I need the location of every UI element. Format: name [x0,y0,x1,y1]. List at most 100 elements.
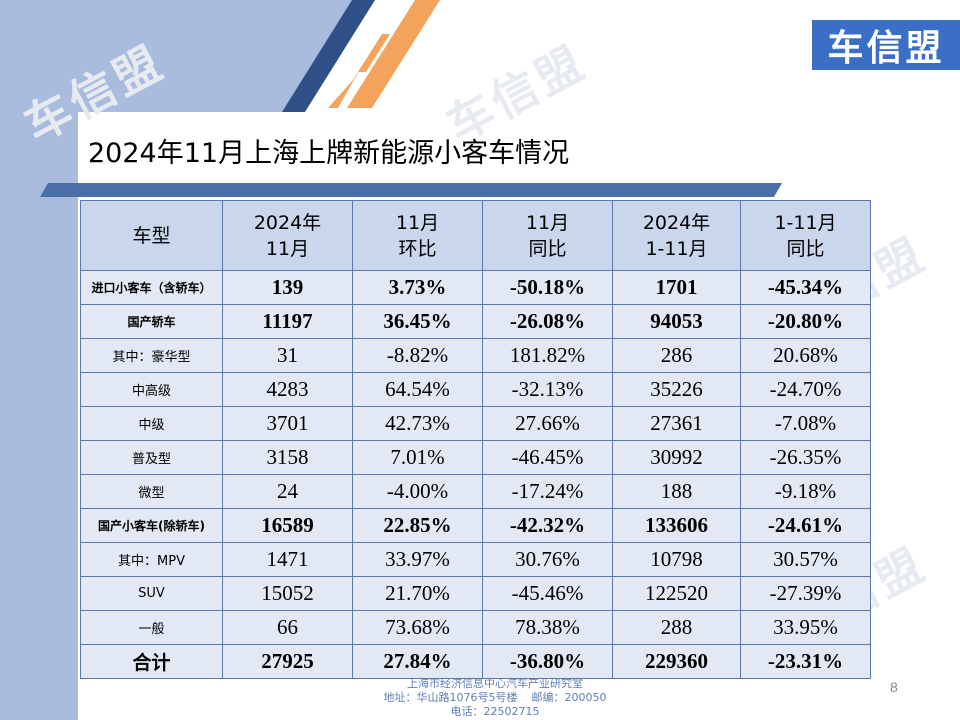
table-row: 国产轿车 11197 36.45% -26.08% 94053 -20.80% [80,304,871,339]
table-cell: 24 [222,474,353,509]
table-cell: 4283 [222,372,353,407]
row-label: 国产轿车 [80,304,223,339]
table-cell: 10798 [612,542,741,577]
table-cell: -24.61% [740,508,871,543]
table-row: 合计 27925 27.84% -36.80% 229360 -23.31% [80,644,871,679]
column-header-line: 车型 [132,224,171,247]
table-cell: 288 [612,610,741,645]
column-header-line: 11月 [265,237,310,260]
footer-org: 上海市经济信息中心汽车产业研究室 [407,677,583,690]
footer-phone: 电话：22502715 [450,705,540,718]
table-cell: 73.68% [352,610,483,645]
table-cell: -9.18% [740,474,871,509]
table-cell: 30.76% [482,542,613,577]
table-cell: 27.66% [482,406,613,441]
table-cell: 15052 [222,576,353,611]
column-header: 1-11月同比 [740,200,871,271]
column-header-line: 1-11月 [645,237,708,260]
table-row: 国产小客车(除轿车) 16589 22.85% -42.32% 133606 -24.61… [80,508,871,543]
row-label: 普及型 [80,440,223,475]
header-wedge [0,0,440,112]
table-row: 中级 3701 42.73% 27.66% 27361 -7.08% [80,406,871,441]
table-row: 中高级 4283 64.54% -32.13% 35226 -24.70% [80,372,871,407]
column-header: 车型 [80,200,223,271]
column-header: 2024年 11月 [222,200,353,271]
table-cell: 3.73% [352,270,483,305]
row-label: 微型 [80,474,223,509]
table-cell: -45.34% [740,270,871,305]
table-cell: -23.31% [740,644,871,679]
column-header: 2024年 1-11月 [612,200,741,271]
table-cell: 27361 [612,406,741,441]
table-cell: 94053 [612,304,741,339]
row-label: 中级 [80,406,223,441]
table-cell: -7.08% [740,406,871,441]
table-cell: 181.82% [482,338,613,373]
table-cell: 42.73% [352,406,483,441]
table-cell: 33.95% [740,610,871,645]
table-cell: 22.85% [352,508,483,543]
table-cell: -50.18% [482,270,613,305]
column-header-line: 11月 [395,211,440,234]
table-cell: 30.57% [740,542,871,577]
column-header-line: 同比 [528,237,567,260]
row-label: 中高级 [80,372,223,407]
column-header-line: 11月 [525,211,570,234]
table-row: 其中：MPV 1471 33.97% 30.76% 10798 30.57% [80,542,871,577]
row-label: SUV [80,576,223,611]
table-cell: 122520 [612,576,741,611]
data-table: 车型 2024年 11月 11月 环比 11月 同比 2024年 1-11月 1-11月 同比 进口… [80,200,871,679]
table-body: 进口小客车（含轿车） 139 3.73% -50.18% 1701 -45.34% 国产轿车… [80,270,871,679]
row-label: 其中：MPV [80,542,223,577]
table-row: 一般 66 73.68% 78.38% 288 33.95% [80,610,871,645]
table-cell: 27925 [222,644,353,679]
table-cell: 1471 [222,542,353,577]
table-cell: 30992 [612,440,741,475]
row-label: 合计 [80,644,223,679]
column-header-line: 1-11月 [774,211,837,234]
table-row: 其中：豪华型 31 -8.82% 181.82% 286 20.68% [80,338,871,373]
table-cell: 7.01% [352,440,483,475]
table-row: 普及型 3158 7.01% -46.45% 30992 -26.35% [80,440,871,475]
table-cell: 66 [222,610,353,645]
table-cell: -20.80% [740,304,871,339]
table-cell: -27.39% [740,576,871,611]
table-cell: -32.13% [482,372,613,407]
table-cell: -36.80% [482,644,613,679]
table-cell: 36.45% [352,304,483,339]
table-cell: 139 [222,270,353,305]
column-header-line: 环比 [398,237,437,260]
table-header: 车型 2024年 11月 11月 环比 11月 同比 2024年 1-11月 1-11月 同比 [80,200,871,271]
row-label: 进口小客车（含轿车） [80,270,223,305]
table-cell: -4.00% [352,474,483,509]
title-underline-bar [40,183,782,197]
table-cell: 64.54% [352,372,483,407]
page-number: 8 [890,679,898,695]
table-row: 微型 24 -4.00% -17.24% 188 -9.18% [80,474,871,509]
table-cell: 31 [222,338,353,373]
column-header-line: 同比 [786,237,825,260]
table-cell: 16589 [222,508,353,543]
table-cell: -26.35% [740,440,871,475]
column-header-line: 2024年 [253,211,322,234]
table-cell: 27.84% [352,644,483,679]
table-cell: 78.38% [482,610,613,645]
table-cell: -46.45% [482,440,613,475]
page-title: 2024年11月上海上牌新能源小客车情况 [88,138,570,169]
table-cell: -26.08% [482,304,613,339]
table-cell: -42.32% [482,508,613,543]
table-cell: 3158 [222,440,353,475]
table-cell: -45.46% [482,576,613,611]
column-header: 11月环比 [352,200,483,271]
column-header: 11月同比 [482,200,613,271]
table-cell: 35226 [612,372,741,407]
table-cell: 33.97% [352,542,483,577]
table-cell: 229360 [612,644,741,679]
brand-logo: 车信盟 [812,20,960,70]
table-cell: -24.70% [740,372,871,407]
row-label: 国产小客车(除轿车) [80,508,223,543]
table-cell: 3701 [222,406,353,441]
column-header-line: 2024年 [642,211,711,234]
row-label: 其中：豪华型 [80,338,223,373]
table-cell: 20.68% [740,338,871,373]
